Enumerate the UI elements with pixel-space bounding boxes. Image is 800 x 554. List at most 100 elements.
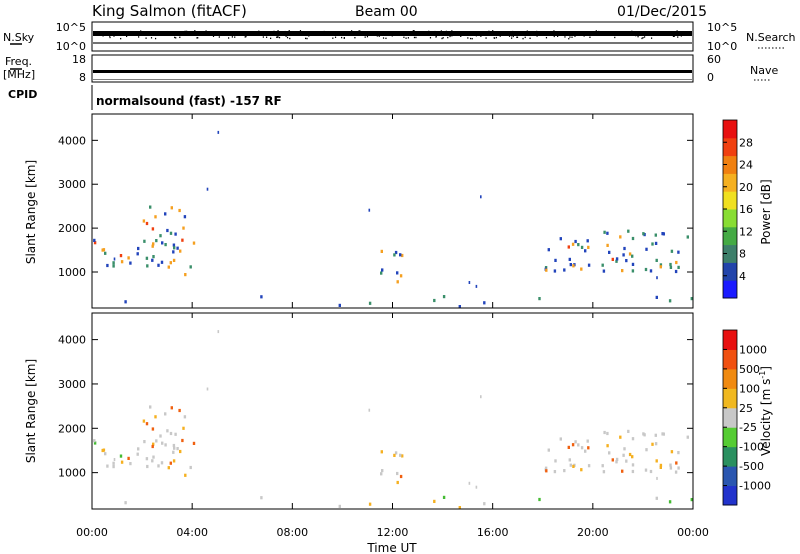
power-echo-cell xyxy=(151,227,155,231)
power-echo-cell xyxy=(169,261,172,265)
noise-dot xyxy=(595,30,597,32)
power-echo-cell xyxy=(151,258,154,262)
power-echo-cell xyxy=(142,219,146,223)
velocity-echo-cell xyxy=(124,501,127,505)
noise-dot xyxy=(351,30,353,32)
velocity-echo-cell xyxy=(184,473,187,477)
colorbar-tick-label: 20 xyxy=(739,181,753,194)
power-echo-cell xyxy=(181,238,184,242)
velocity-echo-cell xyxy=(554,459,557,463)
velocity-echo-cell xyxy=(615,457,619,461)
noise-dot xyxy=(264,32,267,34)
power-echo-cell xyxy=(368,208,371,212)
power-echo-cell xyxy=(143,239,146,243)
power-echo-cell xyxy=(399,253,402,257)
power-echo-cell xyxy=(381,268,384,272)
noise-dot xyxy=(567,31,570,33)
noise-dot xyxy=(188,32,190,34)
power-echo-cell xyxy=(644,267,648,272)
power-echo-cell xyxy=(669,265,673,269)
noise-dot xyxy=(598,30,600,33)
velocity-echo-cell xyxy=(627,429,630,433)
noise-dot xyxy=(460,35,462,37)
noise-dot xyxy=(403,36,405,39)
noise-dot xyxy=(637,32,639,34)
noise-dot xyxy=(569,36,571,38)
power-echo-cell xyxy=(102,248,106,252)
noise-dot xyxy=(530,32,532,35)
noise-dot xyxy=(650,37,653,39)
nsky-label: N.Sky xyxy=(3,31,35,44)
noise-dot xyxy=(574,33,577,36)
noise-dot xyxy=(570,32,573,34)
noise-dot xyxy=(166,30,168,33)
velocity-ylabel: Slant Range [km] xyxy=(24,359,38,463)
power-echo-cell xyxy=(151,244,154,248)
power-echo-cell xyxy=(580,245,584,249)
noise-dot xyxy=(524,36,526,39)
colorbar-segment xyxy=(723,137,737,157)
velocity-colorbar-label: Velocity [m s-1] xyxy=(758,366,773,456)
noise-dot xyxy=(245,35,247,38)
noise-dot xyxy=(273,30,275,33)
nsky-frame xyxy=(91,21,694,52)
y-tick-label: 3000 xyxy=(58,178,86,191)
velocity-echo-cell xyxy=(483,502,486,506)
velocity-echo-cell xyxy=(112,461,115,465)
noise-dot xyxy=(101,31,104,33)
colorbar-segment xyxy=(723,466,737,487)
noise-dot xyxy=(323,30,325,33)
power-echo-cell xyxy=(559,237,562,241)
power-echo-cell xyxy=(611,257,614,261)
noise-dot xyxy=(131,32,133,35)
nsky-noise-trace xyxy=(97,30,690,40)
power-echo-cell xyxy=(164,212,167,216)
nave-tick-high: 60 xyxy=(707,53,721,66)
power-echo-cell xyxy=(677,265,680,269)
freq-trace xyxy=(93,70,692,73)
noise-dot xyxy=(106,34,108,36)
velocity-echo-cell xyxy=(475,485,478,489)
noise-dot xyxy=(262,36,264,38)
noise-dot xyxy=(655,31,657,33)
noise-dot xyxy=(641,37,643,40)
freq-tick-low: 8 xyxy=(79,71,86,84)
noise-dot xyxy=(642,36,644,39)
noise-dot xyxy=(240,32,242,35)
noise-dot xyxy=(113,35,115,37)
power-echo-cell xyxy=(93,241,97,245)
velocity-echo-cell xyxy=(174,432,177,436)
power-echo-cell xyxy=(159,234,162,238)
velocity-echo-cell xyxy=(669,466,673,470)
noise-dot xyxy=(378,35,380,37)
power-echo-cell xyxy=(601,263,604,267)
noise-dot xyxy=(577,33,579,35)
velocity-echo-cell xyxy=(106,464,109,468)
velocity-echo-cell xyxy=(442,495,446,499)
noise-dot xyxy=(499,33,501,35)
power-echo-cell xyxy=(567,245,570,249)
velocity-echo-cell xyxy=(393,453,396,457)
velocity-echo-cell xyxy=(611,458,614,462)
noise-dot xyxy=(310,33,312,36)
power-echo-cell xyxy=(182,226,185,230)
velocity-echo-cell xyxy=(606,431,609,436)
noise-dot xyxy=(471,37,473,40)
noise-dot xyxy=(146,31,148,34)
velocity-echo-cell xyxy=(169,461,172,465)
nsearch-label: N.Search xyxy=(746,31,796,44)
velocity-echo-cell xyxy=(623,447,626,451)
velocity-echo-cell xyxy=(338,504,341,508)
velocity-echo-cell xyxy=(394,451,398,455)
power-echo-cell xyxy=(458,305,461,309)
power-echo-cell xyxy=(655,258,658,262)
velocity-echo-cell xyxy=(104,452,107,456)
power-echo-cell xyxy=(145,221,149,226)
velocity-echo-cell xyxy=(120,460,124,464)
y-tick-label: 1000 xyxy=(58,266,86,279)
noise-dot xyxy=(444,34,446,36)
noise-dot xyxy=(686,33,688,35)
velocity-echo-cell xyxy=(468,481,471,485)
power-echo-cell xyxy=(645,247,648,251)
power-echo-cell xyxy=(690,297,693,301)
